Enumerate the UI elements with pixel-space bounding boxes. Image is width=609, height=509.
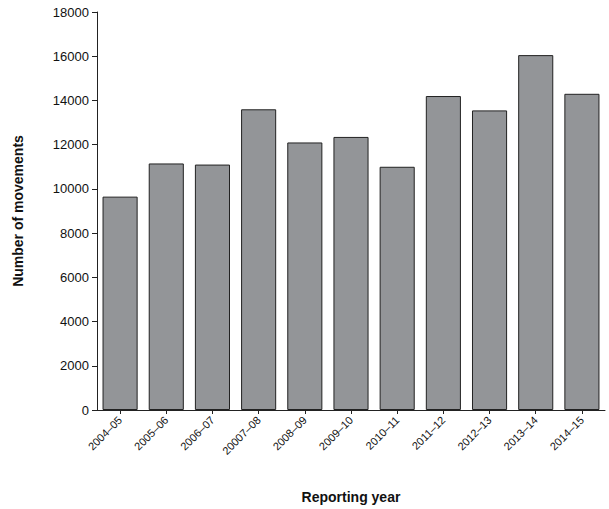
svg-text:2008–09: 2008–09 bbox=[270, 414, 309, 453]
svg-text:2011–12: 2011–12 bbox=[409, 414, 447, 452]
svg-text:2010–11: 2010–11 bbox=[363, 414, 401, 452]
svg-text:16000: 16000 bbox=[53, 49, 89, 64]
svg-text:Number of movements: Number of movements bbox=[10, 135, 26, 287]
svg-text:2014–15: 2014–15 bbox=[547, 414, 586, 453]
svg-text:4000: 4000 bbox=[60, 314, 89, 329]
svg-text:20007–08: 20007–08 bbox=[220, 414, 263, 457]
svg-text:2013–14: 2013–14 bbox=[501, 414, 540, 453]
svg-text:2012–13: 2012–13 bbox=[455, 414, 494, 453]
svg-text:2000: 2000 bbox=[60, 358, 89, 373]
svg-text:10000: 10000 bbox=[53, 181, 89, 196]
svg-text:12000: 12000 bbox=[53, 137, 89, 152]
svg-text:2004–05: 2004–05 bbox=[86, 414, 125, 453]
svg-text:2006–07: 2006–07 bbox=[178, 414, 217, 453]
svg-text:2009–10: 2009–10 bbox=[317, 414, 356, 453]
svg-text:8000: 8000 bbox=[60, 226, 89, 241]
svg-text:2005–06: 2005–06 bbox=[132, 414, 171, 453]
svg-text:0: 0 bbox=[82, 403, 89, 418]
svg-text:14000: 14000 bbox=[53, 93, 89, 108]
svg-text:6000: 6000 bbox=[60, 270, 89, 285]
svg-text:Reporting year: Reporting year bbox=[302, 489, 401, 505]
svg-text:18000: 18000 bbox=[53, 5, 89, 20]
